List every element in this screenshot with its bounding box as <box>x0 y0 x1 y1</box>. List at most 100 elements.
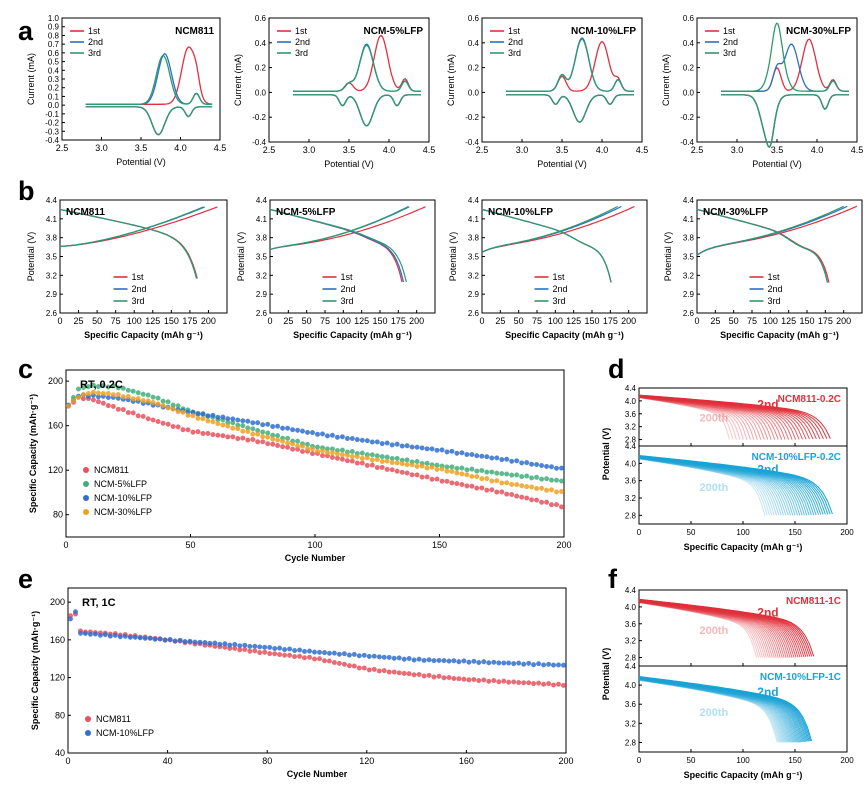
discharge-curve <box>638 679 779 743</box>
data-point <box>414 444 420 450</box>
discharge-curve <box>638 457 789 516</box>
data-point <box>230 425 236 431</box>
cv-curve-3rd <box>721 22 849 92</box>
data-point <box>459 450 465 456</box>
data-point <box>265 430 271 436</box>
discharge-curve <box>638 457 782 516</box>
data-point <box>341 651 347 657</box>
x-tick-label: 3.0 <box>516 145 529 155</box>
x-tick-label: 80 <box>262 756 272 766</box>
data-point <box>220 433 226 439</box>
data-point <box>394 468 400 474</box>
data-point <box>225 416 231 422</box>
data-point <box>514 458 520 464</box>
data-point <box>130 388 136 394</box>
y-axis-label: Potential (V) <box>236 232 246 282</box>
data-point <box>436 657 442 663</box>
data-point <box>446 658 452 664</box>
discharge-curve <box>638 396 741 440</box>
data-point <box>207 640 213 646</box>
x-tick-label: 0 <box>65 756 70 766</box>
x-tick-label: 100 <box>736 528 750 537</box>
cv-curve-3rd <box>293 94 421 127</box>
discharge-curve-3rd <box>696 208 829 283</box>
data-point <box>302 655 307 661</box>
x-axis-label: Cycle Number <box>287 769 348 779</box>
data-point <box>424 465 430 471</box>
y-tick-label: 2.6 <box>256 309 268 318</box>
data-point <box>227 642 233 648</box>
data-point <box>479 485 485 491</box>
data-point <box>157 636 163 642</box>
data-point <box>396 670 402 676</box>
data-point <box>381 654 387 660</box>
x-tick-label: 75 <box>532 316 542 326</box>
cv-curve-3rd <box>293 44 421 92</box>
data-point <box>326 650 332 656</box>
data-point <box>287 652 293 658</box>
data-point <box>481 659 487 665</box>
y-tick-label: 3.2 <box>683 271 695 280</box>
data-point <box>125 393 131 399</box>
data-point <box>471 677 477 682</box>
discharge-curve-3rd <box>59 208 198 279</box>
data-point <box>499 480 505 486</box>
data-point <box>267 651 273 657</box>
data-point <box>484 476 490 482</box>
data-point <box>170 406 176 412</box>
data-point <box>404 457 410 463</box>
data-point <box>539 476 545 482</box>
data-point <box>150 394 156 400</box>
data-point <box>496 660 502 666</box>
data-point <box>344 452 350 458</box>
data-point <box>260 422 266 428</box>
data-point <box>90 397 96 403</box>
data-point <box>419 445 425 451</box>
y-tick-label: 0.0 <box>48 101 60 110</box>
data-point <box>326 658 332 664</box>
data-point <box>250 426 256 432</box>
y-tick-label: 2.6 <box>46 309 58 318</box>
data-point <box>394 441 400 447</box>
data-point <box>285 444 291 450</box>
data-point <box>409 444 415 450</box>
data-point <box>300 443 305 449</box>
data-point <box>509 472 515 478</box>
data-point <box>349 454 355 459</box>
y-tick-label: 3.5 <box>46 253 58 262</box>
x-tick-label: 160 <box>459 756 474 766</box>
y-tick-label: 3.6 <box>625 410 637 419</box>
x-tick-label: 4.0 <box>596 145 609 155</box>
data-point <box>237 643 243 649</box>
chart-title: NCM-10%LFP <box>488 207 553 218</box>
data-point <box>122 633 128 639</box>
discharge-curve <box>638 601 765 658</box>
y-tick-label: 200 <box>50 597 65 607</box>
y-tick-label: -0.4 <box>465 138 479 147</box>
x-tick-label: 0 <box>63 540 68 550</box>
data-point <box>230 434 236 440</box>
legend-label: 2nd <box>341 284 356 294</box>
y-tick-label: 3.6 <box>625 700 637 709</box>
data-point <box>107 633 113 639</box>
data-point <box>484 487 490 493</box>
data-point <box>346 652 352 658</box>
data-point <box>135 396 141 402</box>
x-tick-label: 50 <box>729 316 739 326</box>
data-point <box>310 446 315 452</box>
data-point <box>215 421 221 427</box>
data-point <box>454 481 460 487</box>
y-tick-label: 1.0 <box>48 14 60 23</box>
data-point <box>334 434 340 440</box>
data-point <box>282 652 288 658</box>
cycling-axes: 0 40 80 120 160 2004080120160200NCM811NCM-10%… <box>30 587 574 779</box>
data-point <box>90 389 96 395</box>
data-point <box>85 384 91 390</box>
data-point <box>374 457 380 462</box>
data-point <box>73 609 78 615</box>
data-point <box>346 663 352 669</box>
x-tick-label: 120 <box>359 756 374 766</box>
x-tick-label: 0 <box>57 316 62 326</box>
y-tick-label: 4.1 <box>468 215 480 224</box>
data-point <box>222 641 228 647</box>
